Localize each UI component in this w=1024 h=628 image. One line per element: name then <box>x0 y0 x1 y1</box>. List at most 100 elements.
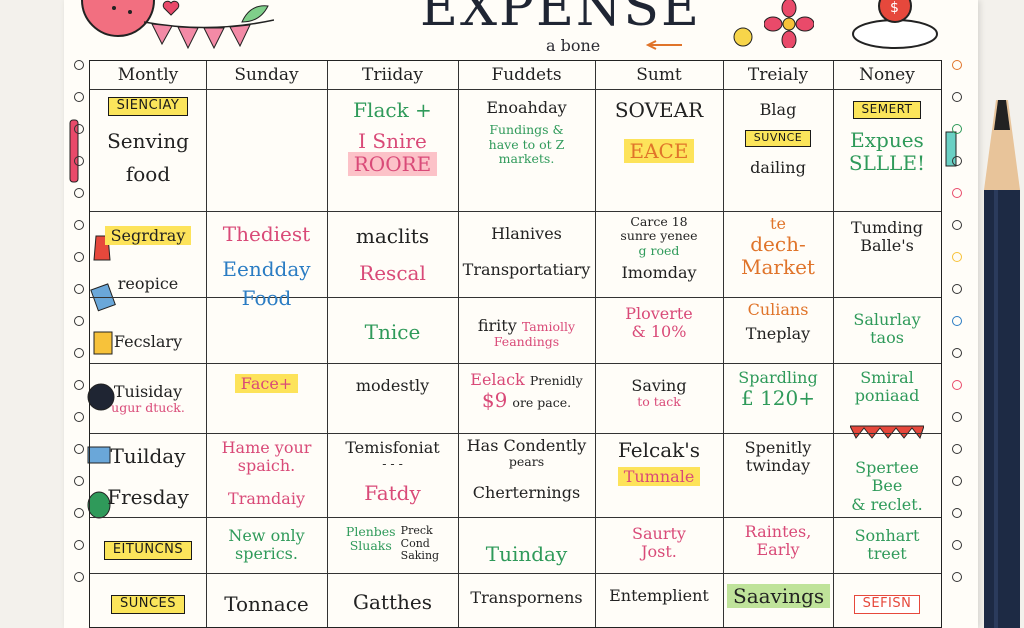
grid-cell: Felcak's Tumnale <box>595 437 723 517</box>
cell-text: & reclet. <box>851 494 923 514</box>
cell-text: Spardling <box>738 368 818 387</box>
grid-cell: Eelack Prenidly $9 ore pace. <box>458 369 595 433</box>
grid-cell: Hlanives Transportatiary <box>458 223 595 293</box>
left-dot-border <box>74 60 84 604</box>
cell-text: Expues <box>850 127 924 152</box>
cell-text: £ 120+ <box>740 386 815 411</box>
cell-text: Blag <box>759 100 797 119</box>
cell-text: Plenbes <box>345 524 396 539</box>
cell-text: Spenitly <box>744 438 812 457</box>
cell-text: Spertee <box>855 458 919 477</box>
arrow-icon <box>645 40 682 50</box>
cell-text: Rescal <box>359 261 426 285</box>
cell-text: g roed <box>638 242 680 258</box>
cell-text: taos <box>870 328 904 348</box>
cell-text: Temisfoniat <box>345 438 440 457</box>
grid-cell: Spardling £ 120+ <box>723 367 833 433</box>
cell-text: - - - <box>382 456 403 472</box>
cell-text: Cherternings <box>472 482 581 502</box>
grid-cell: SOVEAR EACE <box>595 97 723 211</box>
cell-text: $9 <box>481 388 508 413</box>
cell-text: twinday <box>745 456 811 476</box>
cell-text: Transportatiary <box>462 260 591 280</box>
cell-text: Eendday <box>222 257 311 281</box>
right-dot-border <box>952 60 962 604</box>
cell-text: dech- <box>750 232 806 257</box>
flower-icon <box>764 0 814 48</box>
cell-text: Ploverte <box>625 304 693 323</box>
cell-text: Early <box>756 540 800 560</box>
cell-text: reopice <box>117 274 179 294</box>
grid-cell: modestly <box>327 375 458 433</box>
label-tag: SIENCIAY <box>107 97 189 116</box>
cell-text: Tumding <box>850 218 924 237</box>
grid-cell: New only sperics. <box>206 525 327 573</box>
column-header: Sunday <box>234 65 299 85</box>
grid-cell: Spertee Bee & reclet. <box>833 457 941 517</box>
cell-text: ROORE <box>347 152 438 176</box>
grid-cell: Blag SUVNCE dailing <box>723 99 833 211</box>
cell-text: & 10% <box>631 322 687 342</box>
heart-icon <box>162 0 180 16</box>
planner-page: EXPENSE a bone $ <box>64 0 978 628</box>
svg-text:$: $ <box>890 0 899 16</box>
cell-text: SLLLE! <box>848 150 926 175</box>
cell-text: ore pace. <box>512 395 572 411</box>
label-tag: SEMERT <box>852 101 922 119</box>
cell-text: Transpornens <box>470 588 583 607</box>
column-header: Fuddets <box>491 65 562 85</box>
cell-text: Balle's <box>860 236 914 256</box>
cell-text: Raintes, <box>744 522 812 541</box>
cell-text: Carce 18 <box>630 214 688 229</box>
grid-cell: Smiral poniaad <box>833 367 941 433</box>
cell-text: I Snire <box>358 129 427 153</box>
cell-text: Tuisiday <box>113 382 183 401</box>
grid-cell: Spenitly twinday <box>723 437 833 517</box>
cell-text: Senving <box>107 128 189 153</box>
cell-text: Tumnale <box>617 467 701 486</box>
leaf-icon <box>241 5 269 23</box>
cell-text: treet <box>867 544 907 564</box>
cell-text: Fecslary <box>113 332 183 351</box>
cell-text: Cond <box>400 536 430 550</box>
cell-text: Tramdaiy <box>228 488 305 508</box>
label-tag: SUVNCE <box>744 130 812 148</box>
cell-text: Face+ <box>234 374 299 393</box>
cell-text: maclits <box>355 224 430 248</box>
grid-cell: EITUNCNS <box>90 537 206 573</box>
grid-cell: Gatthes <box>327 589 458 627</box>
grid-cell: Tuilday Fresday <box>90 443 206 517</box>
cell-text: Fresday <box>107 485 189 509</box>
monitor-icon <box>87 446 111 464</box>
cell-text: sunre yenee <box>620 228 698 244</box>
cell-text: Entemplient <box>609 586 709 605</box>
column-header: Montly <box>117 65 179 85</box>
jar-icon: $ <box>852 0 938 49</box>
grid-cell: Face+ <box>206 373 327 433</box>
bunting-icon <box>144 19 274 50</box>
grid-cell: Segrdray reopice <box>90 225 206 363</box>
cell-text: Hame your <box>221 438 312 457</box>
cell-text: Feandings <box>493 334 560 350</box>
cell-text: Preck <box>400 524 433 537</box>
cell-text: firity <box>477 316 517 335</box>
grid-cell: te dech- Market <box>723 213 833 297</box>
cell-text: dailing <box>750 158 806 178</box>
label-tag: SUNCES <box>110 595 186 614</box>
grid-cell: Enoahday Fundings & have to ot Z markets… <box>458 97 595 211</box>
cell-text: Tnice <box>364 320 421 344</box>
cell-text: Gatthes <box>353 590 432 614</box>
cell-text: Felcak's <box>617 438 701 462</box>
grid-cell: maclits Rescal <box>327 223 458 293</box>
grid-cell: Ploverte & 10% <box>595 303 723 363</box>
cell-text: pears <box>508 454 545 470</box>
page-title: EXPENSE <box>420 0 702 38</box>
grid-cell: Saavings <box>723 583 833 627</box>
cell-text: modestly <box>355 376 430 395</box>
page-subtitle: a bone <box>546 36 601 55</box>
label-tag: SEFISN <box>853 595 921 614</box>
grid-cell: Carce 18 sunre yenee g roed Imomday <box>595 213 723 297</box>
column-header: Noney <box>859 65 915 85</box>
grid-cell: Culians Tneplay <box>723 299 833 363</box>
scissors-icon <box>69 119 79 183</box>
